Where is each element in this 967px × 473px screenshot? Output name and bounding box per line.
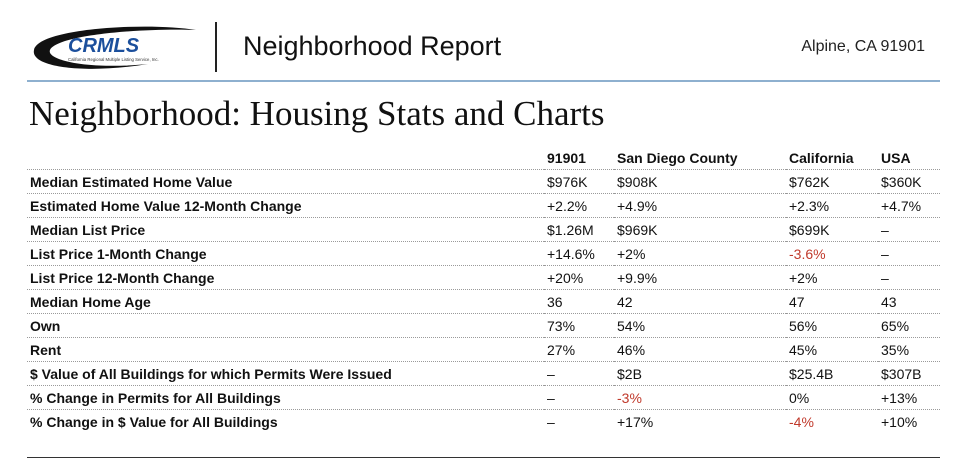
header-rule [27, 80, 940, 82]
table-row: List Price 1-Month Change +14.6% +2% -3.… [27, 241, 940, 266]
cell-county: $2B [614, 361, 786, 386]
cell-usa: $307B [878, 361, 940, 386]
row-label: Own [27, 313, 544, 338]
table-row: % Change in $ Value for All Buildings – … [27, 409, 940, 433]
table-row: List Price 12-Month Change +20% +9.9% +2… [27, 265, 940, 290]
cell-state: $699K [786, 217, 878, 242]
cell-zip: – [544, 409, 614, 433]
table-row: Own 73% 54% 56% 65% [27, 313, 940, 338]
cell-usa: 43 [878, 289, 940, 314]
cell-county: 54% [614, 313, 786, 338]
row-label: Median Estimated Home Value [27, 169, 544, 194]
cell-usa: – [878, 265, 940, 290]
cell-state: 45% [786, 337, 878, 362]
housing-stats-table: 91901 San Diego County California USA Me… [27, 146, 940, 433]
row-label: Median Home Age [27, 289, 544, 314]
column-header-state: California [789, 149, 854, 166]
cell-county: $908K [614, 169, 786, 194]
cell-county: -3% [614, 385, 786, 410]
logo-swoosh [33, 26, 196, 69]
crmls-logo[interactable]: CRMLS California Regional Multiple Listi… [28, 20, 200, 72]
table-row: % Change in Permits for All Buildings – … [27, 385, 940, 410]
row-label: List Price 12-Month Change [27, 265, 544, 290]
cell-zip: – [544, 385, 614, 410]
cell-state: -3.6% [786, 241, 878, 266]
location-label: Alpine, CA 91901 [801, 38, 925, 55]
table-row: Estimated Home Value 12-Month Change +2.… [27, 193, 940, 218]
logo-wordmark: CRMLS [68, 35, 140, 57]
row-label: List Price 1-Month Change [27, 241, 544, 266]
cell-county: $969K [614, 217, 786, 242]
cell-zip: 27% [544, 337, 614, 362]
cell-county: 42 [614, 289, 786, 314]
cell-usa: +4.7% [878, 193, 940, 218]
cell-zip: +14.6% [544, 241, 614, 266]
row-label: Rent [27, 337, 544, 362]
table-row: Median Estimated Home Value $976K $908K … [27, 169, 940, 194]
table-row: Median Home Age 36 42 47 43 [27, 289, 940, 314]
table-row: Median List Price $1.26M $969K $699K – [27, 217, 940, 242]
row-label: % Change in Permits for All Buildings [27, 385, 544, 410]
cell-usa: – [878, 241, 940, 266]
cell-county: +4.9% [614, 193, 786, 218]
cell-state: -4% [786, 409, 878, 433]
table-row: Rent 27% 46% 45% 35% [27, 337, 940, 362]
cell-county: 46% [614, 337, 786, 362]
footer-rule [27, 457, 940, 458]
cell-usa: 65% [878, 313, 940, 338]
cell-county: +17% [614, 409, 786, 433]
cell-usa: +13% [878, 385, 940, 410]
cell-usa: +10% [878, 409, 940, 433]
table-body: Median Estimated Home Value $976K $908K … [27, 169, 940, 433]
cell-state: $762K [786, 169, 878, 194]
column-header-metric [27, 146, 544, 170]
cell-zip: +20% [544, 265, 614, 290]
cell-zip: +2.2% [544, 193, 614, 218]
cell-zip: 36 [544, 289, 614, 314]
column-header-county: San Diego County [617, 149, 738, 166]
cell-county: +9.9% [614, 265, 786, 290]
cell-state: 47 [786, 289, 878, 314]
cell-state: +2% [786, 265, 878, 290]
table-header-row: 91901 San Diego County California USA [27, 146, 940, 170]
report-header: CRMLS California Regional Multiple Listi… [0, 0, 967, 82]
row-label: $ Value of All Buildings for which Permi… [27, 361, 544, 386]
section-title: Neighborhood: Housing Stats and Charts [29, 94, 605, 133]
table-row: $ Value of All Buildings for which Permi… [27, 361, 940, 386]
row-label: % Change in $ Value for All Buildings [27, 409, 544, 433]
cell-county: +2% [614, 241, 786, 266]
cell-usa: 35% [878, 337, 940, 362]
cell-usa: $360K [878, 169, 940, 194]
cell-zip: $976K [544, 169, 614, 194]
column-header-zip: 91901 [547, 149, 586, 166]
column-header-usa: USA [881, 149, 911, 166]
cell-zip: – [544, 361, 614, 386]
cell-usa: – [878, 217, 940, 242]
header-divider [215, 22, 217, 72]
cell-state: +2.3% [786, 193, 878, 218]
cell-zip: $1.26M [544, 217, 614, 242]
cell-state: $25.4B [786, 361, 878, 386]
cell-state: 0% [786, 385, 878, 410]
cell-zip: 73% [544, 313, 614, 338]
cell-state: 56% [786, 313, 878, 338]
logo-tagline: California Regional Multiple Listing Ser… [68, 57, 159, 62]
row-label: Median List Price [27, 217, 544, 242]
row-label: Estimated Home Value 12-Month Change [27, 193, 544, 218]
report-title: Neighborhood Report [243, 31, 502, 61]
